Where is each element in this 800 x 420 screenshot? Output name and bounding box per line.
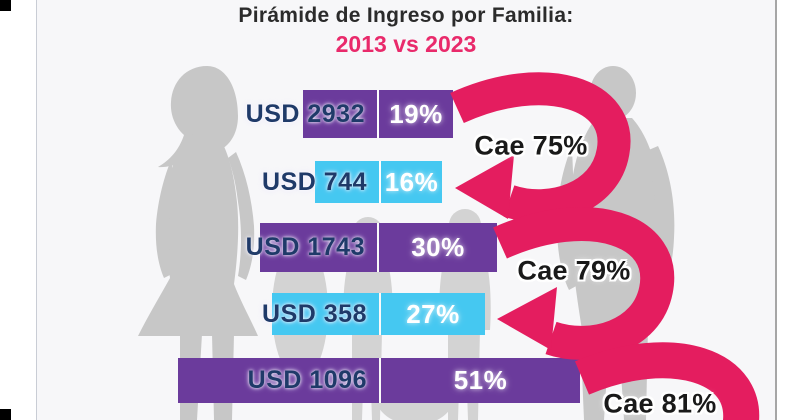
bar-center-divider <box>377 223 379 272</box>
content-panel <box>37 0 775 420</box>
left-border-line <box>36 0 37 420</box>
bar-percent-segment: 27% <box>381 293 485 335</box>
bar-2023-middle: 27% USD 358 <box>262 293 485 335</box>
usd-value-label: USD 744 <box>262 167 367 196</box>
letterbox-corner-top-left <box>0 0 11 11</box>
drop-label-2: Cae 79% <box>517 255 631 286</box>
bar-2013-bottom: 51% USD 1096 <box>178 358 580 403</box>
percent-label: 27% <box>406 298 460 329</box>
percent-label: 19% <box>389 98 443 129</box>
bar-value-segment <box>303 90 377 138</box>
percent-label: 16% <box>384 166 439 197</box>
usd-value-label: USD 1096 <box>247 366 367 394</box>
drop-label-1: Cae 75% <box>474 130 588 161</box>
bar-percent-segment: 16% <box>381 161 442 203</box>
bar-2013-top: 19% USD 2932 <box>246 90 453 138</box>
chart-title-block: Pirámide de Ingreso por Familia: 2013 vs… <box>37 4 775 58</box>
bar-percent-segment: 51% <box>381 358 580 403</box>
bar-2023-top: 16% USD 744 <box>262 161 442 203</box>
chart-subtitle: 2013 vs 2023 <box>335 31 477 57</box>
letterbox-corner-bottom-left <box>0 409 11 420</box>
bar-center-divider <box>379 161 381 203</box>
bar-percent-segment: 30% <box>379 223 497 272</box>
bar-center-divider <box>377 90 379 138</box>
usd-value-label: USD 2932 <box>245 99 365 128</box>
percent-label: 30% <box>411 232 465 262</box>
bar-2013-middle: 30% USD 1743 <box>246 223 497 272</box>
bar-value-segment <box>315 161 379 203</box>
chart-title: Pirámide de Ingreso por Familia: <box>238 4 574 27</box>
drop-label-3: Cae 81% <box>603 388 717 419</box>
usd-value-label: USD 1743 <box>245 233 365 261</box>
bar-percent-segment: 19% <box>379 90 453 138</box>
percent-label: 51% <box>453 365 508 395</box>
usd-value-label: USD 358 <box>262 299 367 328</box>
right-border-line <box>775 0 777 420</box>
